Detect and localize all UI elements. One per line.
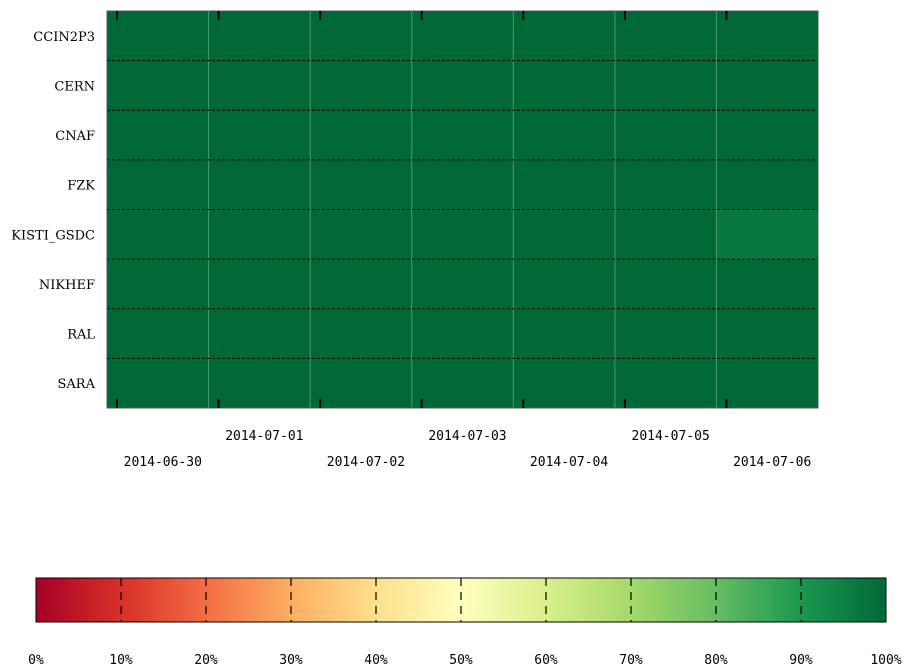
heatmap-cell <box>411 358 514 409</box>
x-tick-label: 2014-07-01 <box>225 429 303 444</box>
heatmap-cell <box>310 110 413 161</box>
x-tick-label: 2014-07-04 <box>530 455 608 470</box>
heatmap-cell <box>310 209 413 260</box>
heatmap-cell <box>208 60 311 111</box>
heatmap-cell <box>513 308 616 359</box>
y-tick-label: CCIN2P3 <box>33 30 95 45</box>
heatmap-cell <box>411 209 514 260</box>
heatmap-cell <box>716 159 819 210</box>
heatmap-cell <box>208 209 311 260</box>
heatmap-cell <box>310 259 413 310</box>
y-tick-label: CERN <box>54 79 95 94</box>
y-tick-label: KISTI_GSDC <box>11 228 95 243</box>
heatmap-cell <box>310 159 413 210</box>
x-tick-label: 2014-07-05 <box>632 429 710 444</box>
heatmap-cell <box>513 110 616 161</box>
heatmap-cell <box>208 11 311 62</box>
colorbar-tick-label: 100% <box>870 653 901 665</box>
heatmap-cell <box>411 308 514 359</box>
heatmap-cell <box>208 159 311 210</box>
colorbar-tick-label: 90% <box>789 653 813 665</box>
heatmap-cell <box>411 110 514 161</box>
heatmap-cell <box>107 308 210 359</box>
heatmap-cells <box>107 11 819 409</box>
heatmap-cell <box>208 358 311 409</box>
x-tick-label: 2014-07-06 <box>733 455 811 470</box>
y-tick-label: NIKHEF <box>39 278 95 293</box>
colorbar-tick-label: 10% <box>109 653 133 665</box>
heatmap-cell <box>716 209 819 260</box>
y-tick-label: RAL <box>67 328 95 343</box>
heatmap-cell <box>107 60 210 111</box>
heatmap-cell <box>310 308 413 359</box>
heatmap-cell <box>513 11 616 62</box>
heatmap-cell <box>614 209 717 260</box>
heatmap-cell <box>614 308 717 359</box>
heatmap-cell <box>716 11 819 62</box>
heatmap-cell <box>208 308 311 359</box>
heatmap-cell <box>107 209 210 260</box>
x-axis-ticks <box>116 11 728 408</box>
heatmap-cell <box>107 159 210 210</box>
y-tick-label: CNAF <box>55 129 95 144</box>
heatmap-cell <box>107 11 210 62</box>
y-tick-label: FZK <box>67 179 95 194</box>
x-tick-label: 2014-07-03 <box>428 429 506 444</box>
heatmap-cell <box>614 259 717 310</box>
heatmap-cell <box>513 60 616 111</box>
heatmap-cell <box>614 60 717 111</box>
heatmap-cell <box>716 60 819 111</box>
heatmap-cell <box>310 60 413 111</box>
heatmap-cell <box>513 209 616 260</box>
heatmap-cell <box>614 159 717 210</box>
heatmap-cell <box>107 358 210 409</box>
heatmap-cell <box>310 11 413 62</box>
x-axis-labels: 2014-06-30 2014-07-01 2014-07-02 2014-07-03… <box>124 429 812 470</box>
colorbar: 0% 10% 20% 30% 40% 50% 60% 70% 80% 90% 100% <box>28 577 902 665</box>
heatmap-cell <box>716 259 819 310</box>
heatmap-cell <box>513 259 616 310</box>
colorbar-tick-label: 70% <box>619 653 643 665</box>
heatmap-cell <box>107 259 210 310</box>
heatmap-cell <box>716 308 819 359</box>
heatmap-cell <box>107 110 210 161</box>
plot-frame <box>106 10 819 409</box>
heatmap-cell <box>411 159 514 210</box>
x-tick-label: 2014-07-02 <box>327 455 405 470</box>
colorbar-tick-label: 40% <box>364 653 388 665</box>
colorbar-tick-label: 60% <box>534 653 558 665</box>
colorbar-tick-label: 30% <box>279 653 303 665</box>
heatmap-cell <box>614 358 717 409</box>
heatmap-cell <box>208 259 311 310</box>
heatmap-cell <box>513 159 616 210</box>
heatmap-cell <box>411 60 514 111</box>
heatmap-cell <box>614 110 717 161</box>
heatmap-cell <box>310 358 413 409</box>
heatmap-cell <box>208 110 311 161</box>
heatmap-cell <box>411 259 514 310</box>
colorbar-tick-label: 80% <box>704 653 728 665</box>
colorbar-tick-label: 50% <box>449 653 473 665</box>
heatmap-cell <box>614 11 717 62</box>
y-axis-labels: CCIN2P3 CERN CNAF FZK KISTI_GSDC NIKHEF RAL SAR… <box>11 30 95 392</box>
heatmap-cell <box>513 358 616 409</box>
heatmap-cell <box>716 110 819 161</box>
colorbar-tick-label: 20% <box>194 653 218 665</box>
colorbar-tick-label: 0% <box>28 653 44 665</box>
heatmap-cell <box>411 11 514 62</box>
y-tick-label: SARA <box>58 377 96 392</box>
heatmap-cell <box>716 358 819 409</box>
x-tick-label: 2014-06-30 <box>124 455 202 470</box>
